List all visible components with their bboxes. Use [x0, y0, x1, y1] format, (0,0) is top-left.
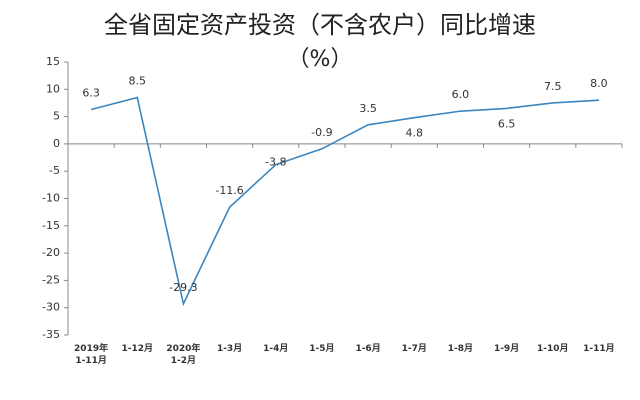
y-tick-label: -25 [42, 273, 60, 286]
x-tick-label: 2019年 1-11月 [74, 344, 109, 366]
line-series [90, 96, 599, 307]
y-tick-label: 10 [46, 82, 60, 95]
x-tick-label: 1-9月 [493, 344, 520, 354]
y-tick-label: -10 [42, 192, 60, 205]
data-label: 6.3 [82, 87, 100, 100]
data-label: -3.8 [265, 156, 286, 169]
data-label: 7.5 [544, 80, 562, 93]
data-label: 8.0 [590, 77, 608, 90]
data-label: 6.5 [498, 117, 516, 130]
x-tick-label: 1-12月 [121, 344, 154, 354]
data-label: 8.5 [129, 74, 147, 87]
y-tick-label: 0 [53, 137, 60, 150]
x-tick-label: 1-5月 [309, 344, 335, 354]
x-tick-label: 1-4月 [263, 344, 289, 354]
data-label: -11.6 [215, 184, 243, 197]
x-tick-label: 1-3月 [216, 344, 243, 354]
y-tick-label: -35 [42, 328, 60, 341]
data-label: 6.0 [452, 88, 470, 101]
x-tick-label: 1-7月 [401, 344, 427, 354]
x-tick-label: 1-8月 [447, 344, 474, 354]
y-tick-label: -30 [42, 301, 60, 314]
data-label: 3.5 [359, 102, 377, 115]
x-tick-label: 1-11月 [583, 344, 615, 354]
data-label: -29.3 [169, 281, 197, 294]
y-tick-label: 15 [46, 55, 60, 68]
x-tick-label: 1-10月 [536, 344, 569, 354]
data-label: 4.8 [406, 127, 424, 140]
data-label: -0.9 [311, 126, 332, 139]
y-tick-label: -20 [42, 246, 60, 259]
x-tick-label: 1-6月 [355, 344, 381, 354]
chart-title: 全省固定资产投资（不含农户）同比增速 [104, 11, 536, 39]
x-tick-label: 2020年 1-2月 [166, 344, 201, 366]
y-tick-label: 5 [53, 110, 60, 123]
chart-subtitle: （%） [288, 47, 353, 72]
y-tick-label: -15 [42, 219, 60, 232]
y-tick-label: -5 [49, 164, 60, 177]
